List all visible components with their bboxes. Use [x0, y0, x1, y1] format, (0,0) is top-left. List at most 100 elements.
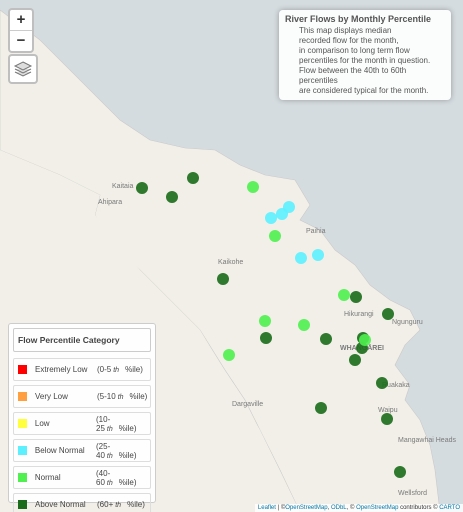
- link[interactable]: OpenStreetMap: [285, 505, 328, 511]
- text: contributors ©: [400, 505, 438, 511]
- range-end: %ile): [118, 423, 137, 433]
- attribution: Leaflet | ©OpenStreetMap, ODbL, © OpenSt…: [254, 504, 463, 512]
- range-end: %ile): [125, 365, 143, 374]
- legend-swatch: [18, 446, 27, 455]
- legend-range: (40-60 th %ile): [96, 469, 150, 487]
- link[interactable]: CARTO: [439, 505, 460, 511]
- legend-label: Low: [34, 419, 50, 428]
- place-label: Kaikohe: [218, 259, 243, 266]
- legend-range: (10-25 th %ile): [96, 415, 150, 433]
- legend-swatch: [18, 473, 27, 482]
- place-label: Ngunguru: [392, 319, 423, 326]
- legend-item: Low (10-25 th %ile): [13, 412, 151, 435]
- place-label: Ahipara: [98, 199, 122, 206]
- text: ,: [327, 505, 330, 511]
- legend-item: Above Normal (60+ th %ile): [13, 493, 151, 512]
- site-marker[interactable]: [359, 334, 371, 346]
- site-marker[interactable]: [394, 466, 406, 478]
- site-marker[interactable]: [136, 182, 148, 194]
- site-marker[interactable]: [382, 308, 394, 320]
- legend-label: Extremely Low: [35, 365, 88, 374]
- link[interactable]: OpenStreetMap: [356, 505, 399, 511]
- legend-title: Flow Percentile Category: [13, 328, 151, 352]
- range-ordinal: th: [106, 452, 113, 460]
- legend-swatch: [18, 500, 27, 509]
- range-start: (0-5: [97, 365, 112, 374]
- legend-items: Extremely Low (0-5 th %ile) Very Low (5-10 th%…: [13, 358, 151, 512]
- place-label: Waipu: [378, 407, 398, 414]
- range-start: (10-25: [96, 414, 111, 433]
- site-marker[interactable]: [312, 249, 324, 261]
- legend-item: Normal (40-60 th %ile): [13, 466, 151, 489]
- layers-button[interactable]: [8, 54, 38, 84]
- info-line: in comparison to long term flow: [299, 46, 410, 55]
- site-marker[interactable]: [223, 349, 235, 361]
- info-line: are considered typical for the month.: [299, 86, 429, 95]
- place-label: Kaitaia: [112, 183, 134, 190]
- range-ordinal: th: [106, 479, 113, 487]
- range-ordinal: th: [106, 425, 113, 433]
- legend-range: (5-10 th %ile): [97, 392, 147, 401]
- range-ordinal: th: [115, 502, 122, 509]
- site-marker[interactable]: [259, 315, 271, 327]
- legend-item: Below Normal (25-40 th %ile): [13, 439, 151, 462]
- text: |: [277, 505, 280, 511]
- layers-icon: [13, 61, 33, 77]
- site-marker[interactable]: [349, 354, 361, 366]
- site-marker[interactable]: [350, 291, 362, 303]
- zoom-in[interactable]: +: [16, 11, 26, 28]
- info-text: This map displays median recorded flow fo…: [285, 26, 445, 96]
- site-marker[interactable]: [295, 252, 307, 264]
- legend-range: (60+ th %ile): [97, 500, 145, 509]
- text: ©: [280, 505, 286, 511]
- legend-swatch: [18, 365, 27, 374]
- site-marker[interactable]: [315, 402, 327, 414]
- range-end: %ile): [118, 477, 137, 487]
- site-marker[interactable]: [338, 289, 350, 301]
- range-end: %ile): [118, 450, 137, 460]
- site-marker[interactable]: [298, 319, 310, 331]
- link[interactable]: ODbL: [330, 505, 347, 511]
- range-start: (25-40: [96, 441, 111, 460]
- legend-label: Normal: [34, 473, 61, 482]
- site-marker[interactable]: [269, 230, 281, 242]
- zoom-control: + −: [8, 8, 34, 53]
- text: , ©: [346, 505, 355, 511]
- legend-range: (0-5 th %ile): [97, 365, 143, 374]
- place-label: Wellsford: [398, 490, 427, 497]
- range-start: (40-60: [96, 468, 111, 487]
- site-marker[interactable]: [187, 172, 199, 184]
- site-marker[interactable]: [376, 377, 388, 389]
- place-label: Paihia: [306, 228, 326, 235]
- info-line: recorded flow for the month,: [299, 36, 399, 45]
- site-marker[interactable]: [320, 333, 332, 345]
- info-line: Flow between the 40th to 60th percentile…: [299, 66, 407, 85]
- site-marker[interactable]: [265, 212, 277, 224]
- info-title: River Flows by Monthly Percentile: [285, 14, 432, 24]
- legend: Flow Percentile Category Extremely Low (0…: [8, 323, 156, 512]
- legend-range: (25-40 th %ile): [96, 442, 150, 460]
- site-marker[interactable]: [247, 181, 259, 193]
- legend-label: Above Normal: [35, 500, 86, 509]
- place-label: Hikurangi: [344, 311, 374, 318]
- range-ordinal: th: [117, 394, 124, 401]
- range-ordinal: th: [113, 367, 120, 374]
- site-marker[interactable]: [166, 191, 178, 203]
- place-label: Mangawhai Heads: [398, 437, 456, 444]
- info-line: percentiles for the month in question.: [299, 56, 431, 65]
- site-markers: [136, 172, 406, 478]
- link[interactable]: Leaflet: [257, 505, 276, 511]
- info-line: This map displays median: [299, 26, 392, 35]
- site-marker[interactable]: [260, 332, 272, 344]
- range-start: (60+: [97, 500, 114, 509]
- place-label: Dargaville: [232, 401, 263, 408]
- site-marker[interactable]: [217, 273, 229, 285]
- range-start: (5-10: [97, 392, 116, 401]
- zoom-out[interactable]: −: [10, 30, 32, 51]
- legend-swatch: [18, 392, 27, 401]
- range-end: %ile): [127, 500, 145, 509]
- site-marker[interactable]: [381, 413, 393, 425]
- site-marker[interactable]: [283, 201, 295, 213]
- legend-swatch: [18, 419, 27, 428]
